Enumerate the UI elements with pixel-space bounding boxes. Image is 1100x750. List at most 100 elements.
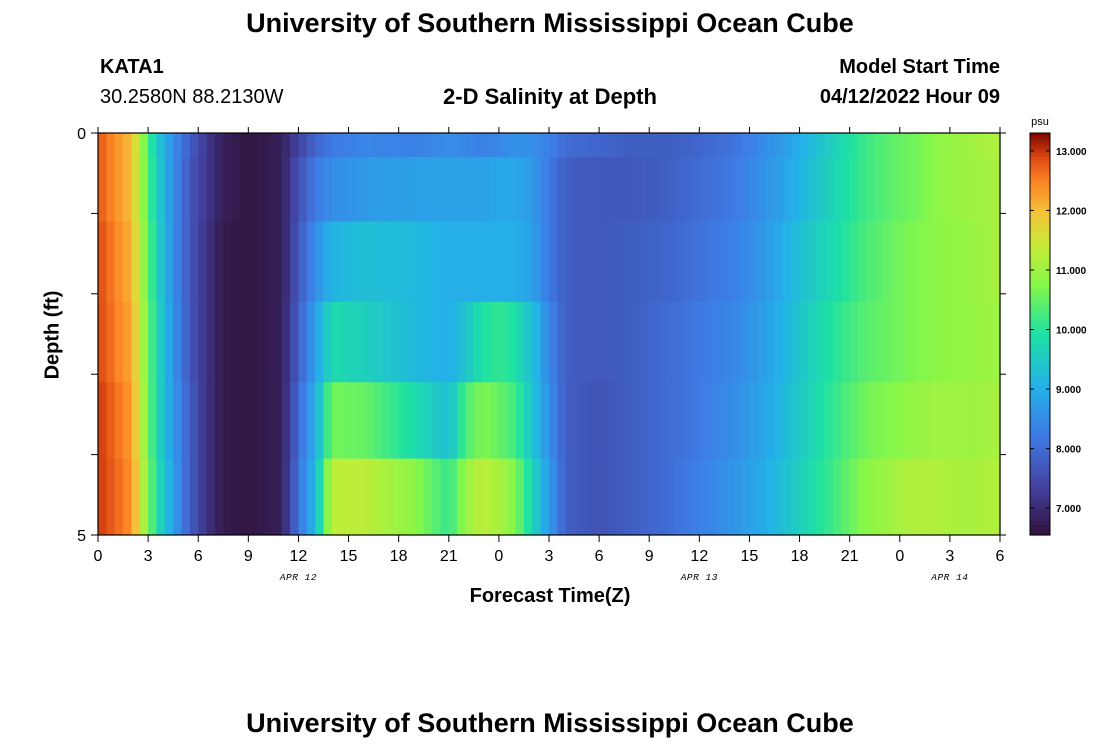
heatmap-cell <box>916 133 926 158</box>
heatmap-cell <box>181 157 191 222</box>
colorbar-segment <box>1030 159 1050 164</box>
heatmap-cell <box>340 382 350 460</box>
heatmap-cell <box>699 133 709 158</box>
colorbar-segment <box>1030 260 1050 265</box>
heatmap-cell <box>632 458 642 536</box>
heatmap-cell <box>624 301 634 383</box>
colorbar-segment <box>1030 283 1050 288</box>
heatmap-cell <box>398 133 408 158</box>
heatmap-cell <box>532 382 542 460</box>
heatmap-cell <box>256 133 266 158</box>
heatmap-cell <box>724 133 734 158</box>
colorbar-segment <box>1030 464 1050 469</box>
heatmap-cell <box>682 382 692 460</box>
heatmap-cell <box>615 382 625 460</box>
colorbar-segment <box>1030 153 1050 158</box>
heatmap-cell <box>799 458 809 536</box>
colorbar-segment <box>1030 350 1050 355</box>
heatmap-cell <box>690 157 700 222</box>
heatmap-cell <box>106 133 116 158</box>
colorbar-segment <box>1030 223 1050 228</box>
heatmap-cell <box>816 301 826 383</box>
heatmap-cell <box>908 221 918 303</box>
heatmap-cell <box>123 221 133 303</box>
heatmap-cell <box>632 301 642 383</box>
heatmap-cell <box>891 221 901 303</box>
heatmap-cell <box>248 382 258 460</box>
heatmap-cell <box>239 133 249 158</box>
heatmap-cell <box>432 382 442 460</box>
heatmap-cell <box>198 157 208 222</box>
heatmap-cell <box>707 382 717 460</box>
heatmap-cell <box>916 382 926 460</box>
heatmap-cell <box>690 133 700 158</box>
heatmap-cell <box>816 157 826 222</box>
heatmap-cell <box>273 458 283 536</box>
heatmap-cell <box>498 157 508 222</box>
heatmap-cell <box>189 382 199 460</box>
heatmap-cell <box>540 382 550 460</box>
date-label: APR 14 <box>930 572 968 583</box>
heatmap-cell <box>515 221 525 303</box>
heatmap-cell <box>908 301 918 383</box>
heatmap-cell <box>281 382 291 460</box>
heatmap-cell <box>173 382 183 460</box>
heatmap-cell <box>899 458 909 536</box>
heatmap-cell <box>239 382 249 460</box>
heatmap-cell <box>323 133 333 158</box>
heatmap-cell <box>941 458 951 536</box>
heatmap-cell <box>164 382 174 460</box>
heatmap-cell <box>782 221 792 303</box>
heatmap-cell <box>148 221 158 303</box>
heatmap-cell <box>448 382 458 460</box>
heatmap-cell <box>624 458 634 536</box>
heatmap-cell <box>231 301 241 383</box>
heatmap-cell <box>933 382 943 460</box>
colorbar-segment <box>1030 330 1050 335</box>
heatmap-cell <box>749 157 759 222</box>
colorbar-segment <box>1030 404 1050 409</box>
heatmap-cell <box>281 301 291 383</box>
heatmap-cell <box>615 133 625 158</box>
heatmap-cell <box>164 157 174 222</box>
heatmap-cell <box>565 301 575 383</box>
heatmap-cell <box>256 221 266 303</box>
heatmap-cell <box>206 157 216 222</box>
heatmap-cell <box>239 157 249 222</box>
heatmap-cell <box>657 221 667 303</box>
colorbar-segment <box>1030 216 1050 221</box>
colorbar-segment <box>1030 347 1050 352</box>
heatmap-cell <box>841 221 851 303</box>
heatmap-cell <box>189 458 199 536</box>
heatmap-cell <box>849 301 859 383</box>
heatmap-cell <box>390 301 400 383</box>
heatmap-cell <box>665 458 675 536</box>
heatmap-cell <box>465 382 475 460</box>
heatmap-cell <box>941 157 951 222</box>
heatmap-cell <box>858 301 867 383</box>
heatmap-cell <box>582 458 592 536</box>
heatmap-cell <box>473 157 483 222</box>
heatmap-cell <box>991 458 1001 536</box>
heatmap-cell <box>807 382 817 460</box>
heatmap-cell <box>782 133 792 158</box>
heatmap-cell <box>223 221 233 303</box>
heatmap-cell <box>123 157 133 222</box>
colorbar-tick-label: 11.000 <box>1056 266 1086 277</box>
heatmap-cell <box>866 221 876 303</box>
x-tick-label: 18 <box>390 548 408 565</box>
colorbar-segment <box>1030 236 1050 241</box>
heatmap-cell <box>899 133 909 158</box>
heatmap-cell <box>899 301 909 383</box>
heatmap-cell <box>131 382 141 460</box>
colorbar-segment <box>1030 468 1050 472</box>
heatmap-cell <box>398 157 408 222</box>
heatmap-cell <box>824 221 834 303</box>
heatmap-cell <box>924 458 934 536</box>
heatmap-cell <box>782 157 792 222</box>
heatmap-cell <box>532 458 542 536</box>
heatmap-cell <box>615 157 625 222</box>
colorbar-segment <box>1030 417 1050 422</box>
heatmap-cell <box>206 382 216 460</box>
heatmap-cell <box>214 157 224 222</box>
